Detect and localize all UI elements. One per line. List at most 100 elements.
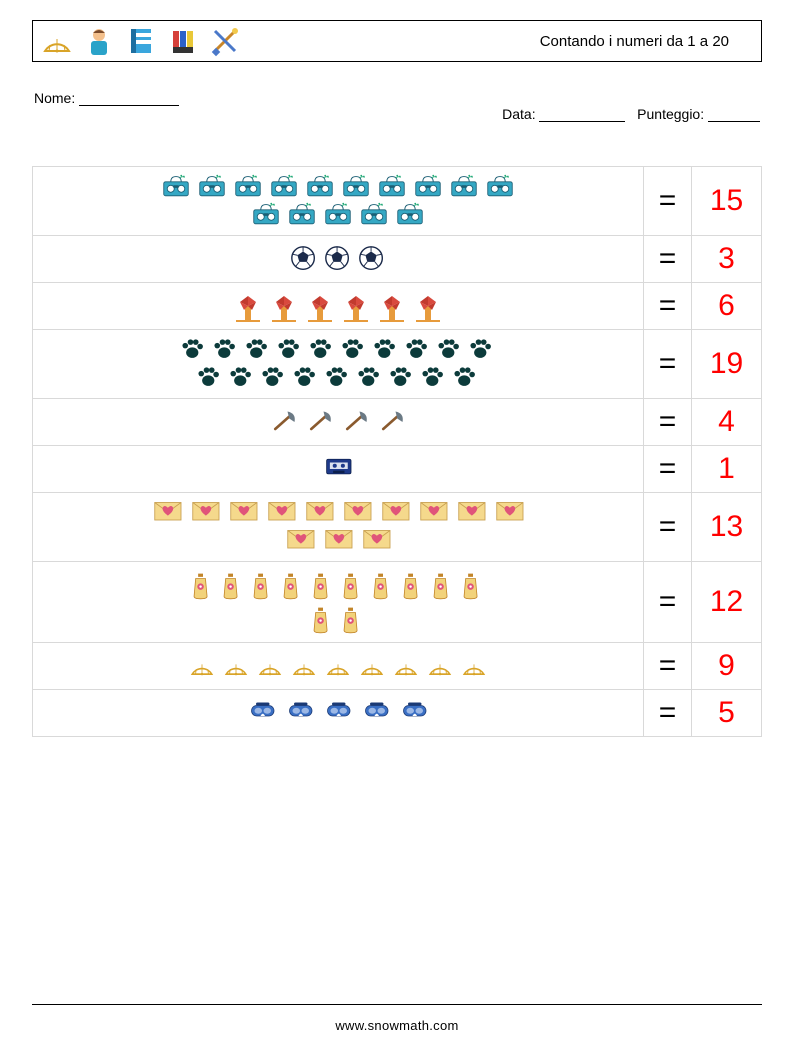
paw-icon <box>260 364 288 392</box>
axe-icon <box>268 408 300 436</box>
header-icons <box>41 25 241 57</box>
paw-icon <box>212 336 240 364</box>
person-icon <box>83 25 115 57</box>
windmill-icon <box>304 290 336 322</box>
items-cell <box>33 330 644 399</box>
boombox-icon <box>448 173 480 201</box>
answer-cell: 12 <box>692 562 762 643</box>
boombox-icon <box>376 173 408 201</box>
loveletter-icon <box>416 499 450 527</box>
protractor-icon <box>459 653 489 679</box>
table-row: =9 <box>33 643 762 690</box>
bottle-icon <box>340 602 366 636</box>
answer-cell: 6 <box>692 283 762 330</box>
paw-icon <box>356 364 384 392</box>
table-row: =5 <box>33 690 762 737</box>
paw-icon <box>324 364 352 392</box>
loveletter-icon <box>264 499 298 527</box>
answer-cell: 1 <box>692 446 762 493</box>
bottle-icon <box>250 568 276 602</box>
boombox-icon <box>394 201 426 229</box>
equals-cell: = <box>644 562 692 643</box>
table-row: =1 <box>33 446 762 493</box>
cassette-icon <box>321 456 355 482</box>
equals-cell: = <box>644 446 692 493</box>
loveletter-icon <box>188 499 222 527</box>
windmill-icon <box>340 290 372 322</box>
answer-cell: 9 <box>692 643 762 690</box>
windmill-icon <box>376 290 408 322</box>
boombox-icon <box>268 173 300 201</box>
protractor-icon <box>425 653 455 679</box>
equals-cell: = <box>644 283 692 330</box>
soccer-icon <box>289 244 319 274</box>
items-cell <box>33 167 644 236</box>
protractor-icon <box>357 653 387 679</box>
date-score: Data: Punteggio: <box>479 90 760 138</box>
vr-icon <box>283 701 317 725</box>
boombox-icon <box>250 201 282 229</box>
paw-icon <box>276 336 304 364</box>
items-cell <box>33 446 644 493</box>
paw-icon <box>452 364 480 392</box>
windmill-icon <box>412 290 444 322</box>
vr-icon <box>321 701 355 725</box>
items-cell <box>33 283 644 330</box>
equals-cell: = <box>644 399 692 446</box>
paw-icon <box>340 336 368 364</box>
boombox-icon <box>358 201 390 229</box>
boombox-icon <box>160 173 192 201</box>
bottle-icon <box>220 568 246 602</box>
worksheet-table: =15=3=6=19=4=1=13=12=9=5 <box>32 166 762 737</box>
equals-cell: = <box>644 330 692 399</box>
table-row: =3 <box>33 236 762 283</box>
loveletter-icon <box>378 499 412 527</box>
protractor-icon <box>41 25 73 57</box>
items-cell <box>33 399 644 446</box>
protractor-icon <box>255 653 285 679</box>
answer-cell: 13 <box>692 493 762 562</box>
paw-icon <box>196 364 224 392</box>
name-field: Nome: <box>34 90 179 138</box>
name-label: Nome: <box>34 90 79 106</box>
loveletter-icon <box>150 499 184 527</box>
items-cell <box>33 690 644 737</box>
soccer-icon <box>323 244 353 274</box>
paw-icon <box>308 336 336 364</box>
boombox-icon <box>286 201 318 229</box>
vr-icon <box>245 701 279 725</box>
bottle-icon <box>340 568 366 602</box>
bottle-icon <box>400 568 426 602</box>
page-title: Contando i numeri da 1 a 20 <box>540 33 729 50</box>
boombox-icon <box>232 173 264 201</box>
equals-cell: = <box>644 236 692 283</box>
paw-icon <box>468 336 496 364</box>
info-line: Nome: Data: Punteggio: <box>32 90 762 138</box>
table-row: =19 <box>33 330 762 399</box>
protractor-icon <box>289 653 319 679</box>
boombox-icon <box>304 173 336 201</box>
items-cell <box>33 643 644 690</box>
table-row: =13 <box>33 493 762 562</box>
notebook-icon <box>125 25 157 57</box>
axe-icon <box>340 408 372 436</box>
paw-icon <box>436 336 464 364</box>
palette-icon <box>167 25 199 57</box>
bottle-icon <box>280 568 306 602</box>
bottle-icon <box>310 602 336 636</box>
loveletter-icon <box>283 527 317 555</box>
table-row: =15 <box>33 167 762 236</box>
bottle-icon <box>190 568 216 602</box>
table-row: =12 <box>33 562 762 643</box>
date-label: Data: <box>502 106 539 122</box>
protractor-icon <box>221 653 251 679</box>
boombox-icon <box>322 201 354 229</box>
vr-icon <box>397 701 431 725</box>
protractor-icon <box>187 653 217 679</box>
equals-cell: = <box>644 493 692 562</box>
protractor-icon <box>391 653 421 679</box>
loveletter-icon <box>359 527 393 555</box>
paw-icon <box>180 336 208 364</box>
paw-icon <box>228 364 256 392</box>
footer-url: www.snowmath.com <box>0 1018 794 1033</box>
